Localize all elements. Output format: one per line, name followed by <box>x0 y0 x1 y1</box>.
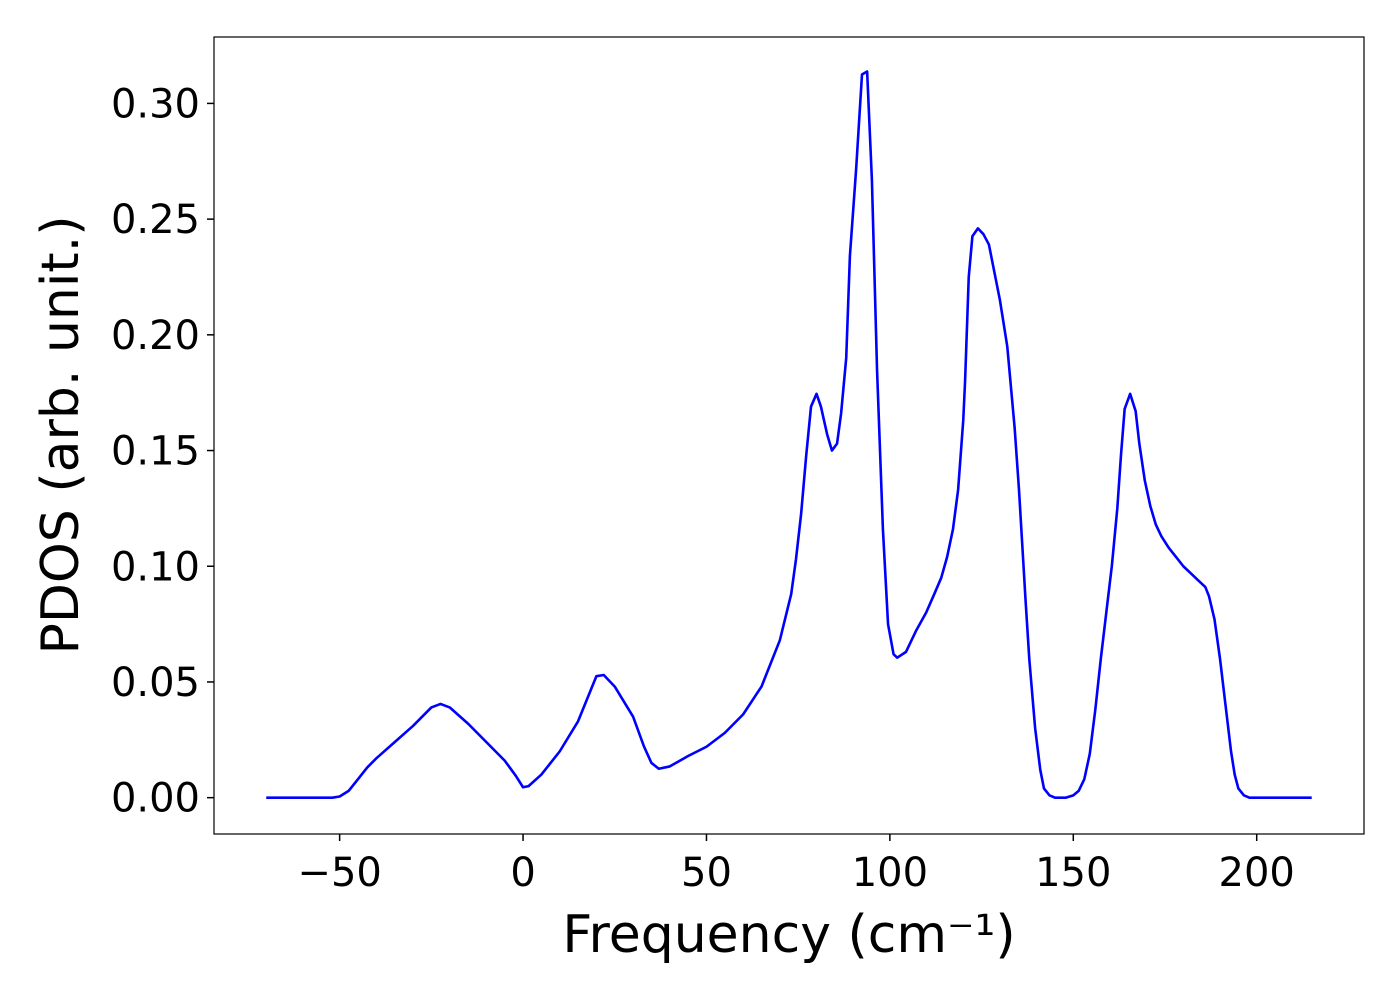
data-line <box>266 70 1312 799</box>
plot-frame <box>213 36 1365 835</box>
y-axis-label: PDOS (arb. unit.) <box>31 215 91 654</box>
x-tick-label: 100 <box>852 850 928 896</box>
y-tick-label: 0.10 <box>111 544 200 590</box>
x-tick-label: −50 <box>297 850 381 896</box>
x-tick-label: 150 <box>1035 850 1111 896</box>
y-tick-label: 0.15 <box>111 429 200 475</box>
y-tick-label: 0.20 <box>111 313 200 359</box>
y-tick-label: 0.30 <box>111 81 200 127</box>
y-tick-label: 0.05 <box>111 660 200 706</box>
y-tick-label: 0.00 <box>111 776 200 822</box>
x-tick-label: 0 <box>510 850 535 896</box>
x-tick-label: 50 <box>681 850 732 896</box>
y-tick-label: 0.25 <box>111 197 200 243</box>
x-axis-label: Frequency (cm⁻¹) <box>562 905 1015 965</box>
x-tick-label: 200 <box>1219 850 1295 896</box>
